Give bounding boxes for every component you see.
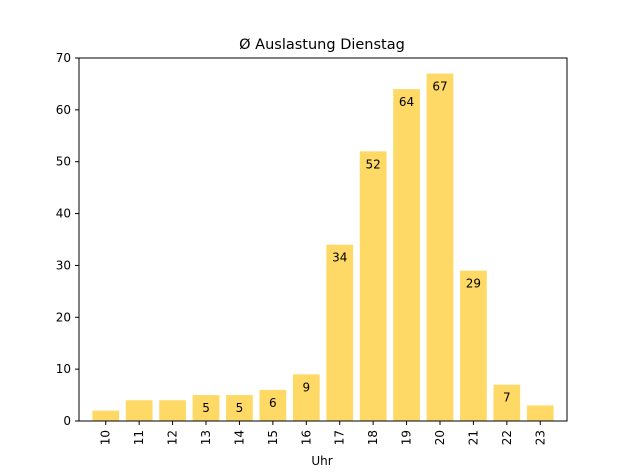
x-tick-label: 16 (299, 430, 313, 445)
data-label-21: 29 (466, 277, 481, 291)
y-tick-label: 0 (63, 414, 71, 428)
data-label-13: 5 (202, 401, 210, 415)
bar-15 (259, 389, 287, 421)
bar-17 (326, 244, 354, 421)
data-label-16: 9 (302, 380, 310, 394)
data-label-14: 5 (236, 401, 244, 415)
data-label-22: 7 (503, 391, 511, 405)
y-tick-label: 10 (56, 362, 71, 376)
plot-frame (78, 57, 568, 422)
bar-20 (426, 73, 454, 422)
y-tick-label: 30 (56, 258, 71, 272)
bars-group: 5 5 6 9 34 52 64 67 29 7 (92, 73, 554, 422)
bar-11 (125, 400, 153, 421)
y-tick-label: 40 (56, 207, 71, 221)
x-tick-label: 12 (166, 430, 180, 445)
bar-21 (460, 270, 487, 421)
y-tick-label: 50 (56, 155, 71, 169)
x-tick-label: 15 (266, 430, 280, 445)
bar-19 (393, 89, 420, 421)
bar-10 (92, 410, 120, 421)
bar-14 (226, 395, 253, 421)
x-tick-label: 18 (366, 430, 380, 445)
x-tick-label: 11 (132, 430, 146, 445)
y-tick-label: 70 (56, 51, 71, 65)
x-tick-label: 13 (199, 430, 213, 445)
x-axis-label: Uhr (311, 454, 332, 468)
x-tick-label: 23 (533, 430, 547, 445)
x-tick-label: 17 (333, 430, 347, 445)
data-label-20: 67 (432, 80, 447, 94)
bar-13 (192, 395, 220, 421)
x-tick-label: 22 (500, 430, 514, 445)
x-tick-label: 10 (99, 430, 113, 445)
bar-16 (292, 374, 320, 421)
x-axis: 10 11 12 13 14 15 16 17 18 19 20 21 22 23 (99, 421, 547, 445)
y-tick-label: 60 (56, 103, 71, 117)
data-label-18: 52 (365, 157, 380, 171)
chart-title: Ø Auslastung Dienstag (239, 37, 405, 53)
bar-12 (159, 400, 186, 421)
x-tick-label: 20 (433, 430, 447, 445)
data-label-17: 34 (332, 251, 347, 265)
data-label-19: 64 (399, 95, 414, 109)
x-tick-label: 14 (232, 430, 246, 445)
bar-22 (493, 384, 521, 421)
x-tick-label: 19 (400, 430, 414, 445)
data-label-15: 6 (269, 396, 277, 410)
x-tick-label: 21 (466, 430, 480, 445)
y-axis: 0 10 20 30 40 50 60 70 (56, 51, 79, 428)
bar-23 (526, 405, 554, 421)
bar-18 (359, 151, 387, 422)
y-tick-label: 20 (56, 310, 71, 324)
